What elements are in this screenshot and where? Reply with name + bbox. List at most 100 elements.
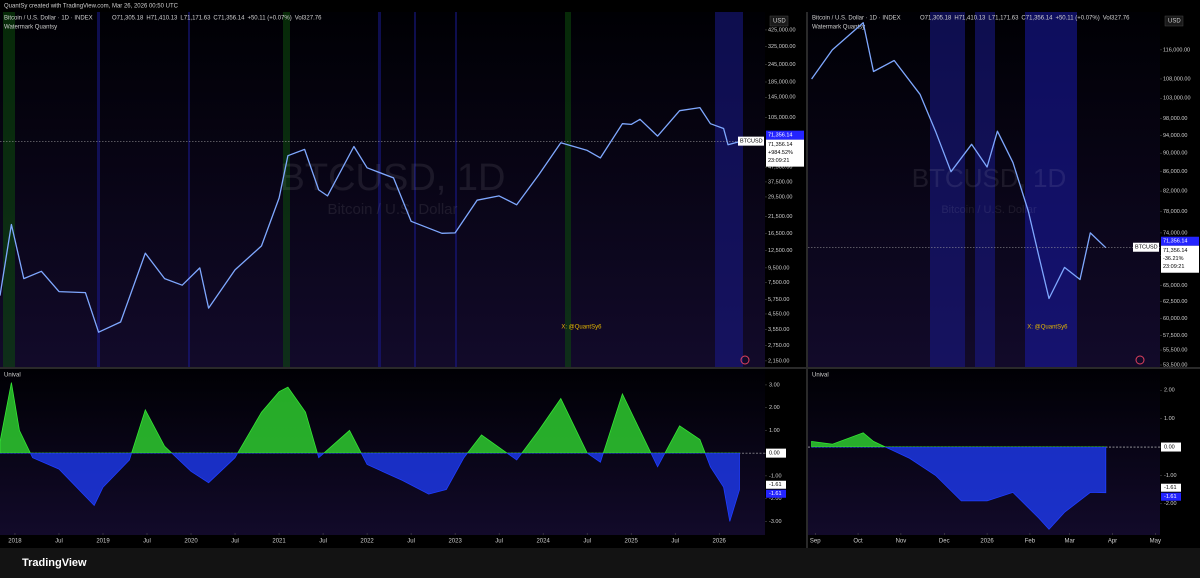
y-tick-label: 47,500.00 <box>768 165 792 171</box>
y-tick-label: 86,000.00 <box>1163 169 1187 175</box>
ohlc-value: L71,171.63 <box>180 16 211 22</box>
oscillator-positive <box>0 382 740 454</box>
last-value-label: -1.61 <box>769 491 782 497</box>
band <box>1025 12 1077 367</box>
y-tick-label: 325,000.00 <box>768 44 796 50</box>
currency: USD <box>773 19 786 25</box>
y-tick-label: 0.00 <box>769 451 780 457</box>
y-tick-label: 3.00 <box>769 382 780 388</box>
countdown: 23:09:21 <box>768 158 789 164</box>
x-tick-label: 2022 <box>360 539 374 545</box>
y-tick-label: 9,500.00 <box>768 265 789 271</box>
header-text: QuantSy created with TradingView.com, Ma… <box>4 4 179 10</box>
legend-symbol: Bitcoin / U.S. Dollar · 1D · INDEX <box>812 16 901 22</box>
x-tick-label: 2026 <box>713 539 727 545</box>
y-tick-label: 2.00 <box>769 405 780 411</box>
x-tick-label: Jul <box>143 539 151 545</box>
x-tick-label: Jul <box>407 539 415 545</box>
y-tick-label: 245,000.00 <box>768 62 796 68</box>
last-price-tag: 71,356.14 <box>768 133 792 139</box>
zero-box <box>766 448 786 458</box>
currency: USD <box>1168 19 1181 25</box>
watermark-symbol: BTCUSD, 1D <box>912 163 1067 193</box>
info-box <box>1161 245 1199 273</box>
y-tick-label: 185,000.00 <box>768 79 796 85</box>
band <box>930 12 965 367</box>
price-line <box>811 22 1107 300</box>
y-tick-label: 82,000.00 <box>1163 189 1187 195</box>
y-tick-label: 16,500.00 <box>768 231 792 237</box>
y-tick-label: 12,500.00 <box>768 248 792 254</box>
x-tick-label: 2024 <box>536 539 550 545</box>
y-tick-label: 3,550.00 <box>768 327 789 333</box>
x-tick-label: Jul <box>671 539 679 545</box>
indicator-title: Unival <box>812 373 829 379</box>
y-tick-label: 74,000.00 <box>1163 230 1187 236</box>
watermark-name: Bitcoin / U.S. Dollar <box>327 201 457 218</box>
last-value-label: -1.61 <box>769 482 782 488</box>
y-tick-label: -1.00 <box>1164 473 1177 479</box>
last-price-box <box>766 130 804 140</box>
y-tick-label: 57,500.00 <box>1163 333 1187 339</box>
indicator-name: Watermark Quantsy <box>812 25 865 31</box>
x-tick-label: 2025 <box>625 539 639 545</box>
y-tick-label: 94,000.00 <box>1163 133 1187 139</box>
oscillator-positive <box>811 432 1107 448</box>
price-change: +984.52% <box>768 150 793 156</box>
y-tick-label: 145,000.00 <box>768 95 796 101</box>
band <box>283 12 290 367</box>
y-tick-label: -2.00 <box>769 496 782 502</box>
regime-bands <box>3 12 743 367</box>
pane-separator <box>0 367 1200 369</box>
last-value-box <box>766 480 786 489</box>
indicator-title: Unival <box>4 373 21 379</box>
x-tick-label: 2018 <box>8 539 22 545</box>
regime-bands <box>930 12 1077 367</box>
y-tick-label: 1.00 <box>769 428 780 434</box>
y-tick-label: 53,500.00 <box>1163 362 1187 368</box>
last-price-value: 71,356.14 <box>1163 248 1187 254</box>
y-tick-label: 78,000.00 <box>1163 209 1187 215</box>
countdown: 23:09:21 <box>1163 264 1184 270</box>
x-tick-label: 2021 <box>272 539 286 545</box>
footer-bar <box>0 548 1200 578</box>
y-tick-label: 103,000.00 <box>1163 96 1191 102</box>
indicator-name: Watermark Quantsy <box>4 25 57 31</box>
last-value-box <box>1161 492 1181 501</box>
divider <box>806 12 808 548</box>
x-tick-label: Feb <box>1025 539 1036 545</box>
y-tick-label: 21,500.00 <box>768 214 792 220</box>
band <box>3 12 15 367</box>
x-tick-label: Apr <box>1108 539 1117 545</box>
last-price-value: 71,356.14 <box>768 142 792 148</box>
y-tick-label: 29,500.00 <box>768 194 792 200</box>
y-tick-label: 65,000.00 <box>1163 283 1187 289</box>
x-tick-label: May <box>1150 539 1161 545</box>
x-tick-label: 2023 <box>448 539 462 545</box>
x-tick-label: 2026 <box>980 539 994 545</box>
oscillator-negative <box>0 453 740 522</box>
ohlc-value: Vol327.76 <box>295 16 322 22</box>
ohlc-value: H71,410.13 <box>146 16 178 22</box>
y-tick-label: 2,150.00 <box>768 358 789 364</box>
last-value-label: -1.61 <box>1164 494 1177 500</box>
ohlc-value: O71,305.18 <box>920 16 952 22</box>
ohlc-value: C71,356.14 <box>213 16 245 22</box>
last-price-tag: 71,356.14 <box>1163 239 1187 245</box>
band <box>565 12 571 367</box>
x-tick-label: Mar <box>1065 539 1075 545</box>
symbol-tag: BTCUSD <box>740 139 763 145</box>
price-line <box>0 106 740 333</box>
alert-icon <box>1135 355 1145 365</box>
currency-box <box>1164 15 1184 27</box>
x-tick-label: 2019 <box>96 539 110 545</box>
y-tick-label: 37,500.00 <box>768 179 792 185</box>
x-tick-label: 2020 <box>184 539 198 545</box>
ohlc-value: +50.11 (+0.07%) <box>247 16 291 22</box>
ohlc-value: Vol327.76 <box>1103 16 1130 22</box>
price-pane <box>0 12 765 367</box>
y-tick-label: 2.00 <box>1164 388 1175 394</box>
y-tick-label: 2,750.00 <box>768 343 789 349</box>
